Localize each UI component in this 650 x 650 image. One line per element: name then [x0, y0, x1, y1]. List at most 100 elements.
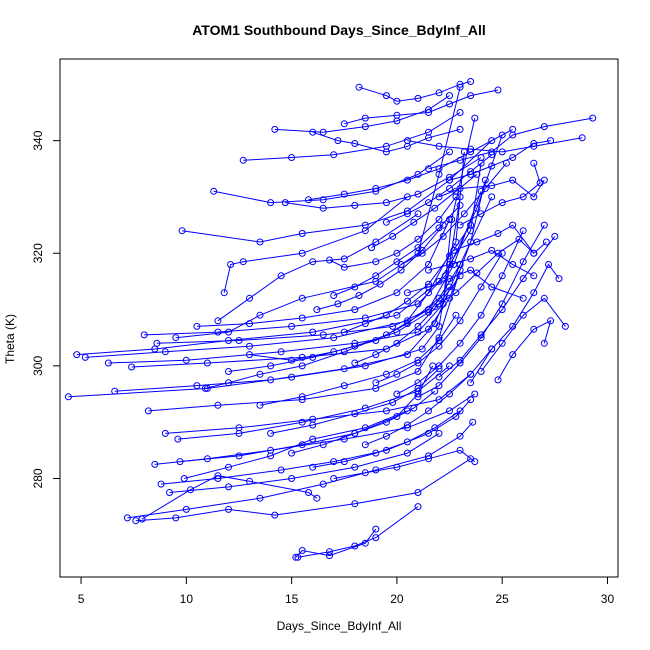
data-point-3-0 [104, 359, 112, 367]
data-point-23-6 [446, 216, 453, 223]
x-tick-label: 5 [78, 592, 85, 606]
data-point-41-2 [477, 331, 485, 339]
series-line-45 [407, 137, 583, 153]
series-line-7 [156, 191, 482, 344]
data-point-38-6 [498, 249, 506, 257]
data-point-38-1 [393, 370, 401, 378]
series-line-36 [344, 224, 472, 333]
data-point-8-1 [225, 328, 232, 336]
data-point-35-4 [414, 235, 422, 243]
series-line-53 [386, 154, 493, 223]
data-point-65-2 [393, 463, 401, 471]
data-point-10-0 [161, 429, 169, 437]
data-point-18-3 [271, 511, 279, 519]
data-point-1-4 [393, 311, 401, 319]
data-point-58-4 [397, 266, 405, 274]
data-point-9-2 [298, 396, 306, 404]
data-point-44-4 [540, 339, 548, 347]
data-point-39-4 [477, 311, 485, 319]
data-point-66-5 [467, 370, 475, 378]
series-line-66 [365, 373, 471, 446]
data-point-63-1 [319, 441, 327, 449]
data-point-4-0 [111, 387, 119, 395]
data-point-36-0 [340, 328, 348, 336]
data-point-12-0 [174, 435, 182, 443]
data-point-36-3 [403, 297, 411, 305]
data-point-43-2 [519, 311, 527, 319]
data-point-17-3 [319, 480, 327, 488]
data-point-25-0 [220, 289, 228, 297]
data-point-3-6 [448, 216, 456, 223]
data-point-22-1 [225, 379, 232, 387]
series-line-27 [213, 151, 450, 204]
series-line-17 [127, 421, 474, 519]
data-point-27-0 [210, 187, 218, 195]
data-point-17-6 [456, 432, 464, 440]
data-point-37-1 [372, 351, 380, 359]
data-point-29-5 [446, 92, 453, 100]
data-point-22-6 [425, 306, 432, 314]
data-point-3-3 [351, 339, 359, 347]
data-point-60-2 [309, 353, 317, 361]
data-point-30-3 [382, 148, 390, 156]
data-point-42-2 [509, 322, 517, 330]
data-point-11-0 [151, 460, 159, 468]
data-point-13-5 [425, 429, 432, 437]
data-point-6-4 [414, 300, 422, 308]
data-point-54-5 [473, 170, 481, 178]
data-point-66-1 [382, 432, 390, 440]
data-point-18-1 [172, 514, 180, 522]
data-point-19-2 [214, 472, 222, 480]
data-point-66-2 [403, 421, 411, 429]
data-point-25-2 [239, 258, 247, 266]
data-point-43-3 [540, 294, 548, 302]
data-point-22-2 [256, 370, 264, 378]
data-point-41-5 [551, 232, 559, 240]
data-point-38-5 [477, 283, 485, 291]
data-point-6-1 [214, 328, 222, 336]
data-point-63-4 [410, 404, 418, 412]
data-point-5-5 [446, 294, 453, 302]
data-point-49-3 [519, 193, 527, 201]
data-point-24-0 [214, 317, 222, 325]
data-point-49-4 [536, 179, 544, 187]
data-point-53-3 [446, 185, 453, 192]
data-point-40-1 [435, 382, 443, 390]
data-point-15-2 [298, 441, 306, 449]
data-point-2-4 [403, 317, 411, 325]
data-point-51-2 [467, 255, 475, 263]
x-axis-label: Days_Since_BdyInf_All [277, 619, 402, 633]
data-point-50-5 [542, 238, 550, 246]
series-line-12 [177, 365, 450, 440]
data-point-20-1 [298, 547, 306, 554]
data-point-7-0 [153, 339, 161, 347]
data-point-57-3 [393, 258, 401, 266]
data-point-13-2 [277, 466, 285, 474]
series-line-51 [428, 249, 535, 277]
series-line-38 [375, 253, 503, 384]
series-line-28 [243, 112, 461, 161]
y-tick-label: 340 [31, 130, 45, 150]
data-point-40-2 [456, 359, 464, 367]
data-point-7-2 [319, 331, 327, 339]
data-point-30-5 [425, 134, 432, 142]
data-point-14-3 [351, 463, 359, 471]
data-point-6-2 [288, 322, 296, 330]
data-point-30-6 [456, 125, 464, 133]
data-point-33-4 [435, 165, 443, 173]
data-point-61-6 [452, 311, 460, 319]
data-point-31-0 [355, 83, 363, 91]
data-point-17-2 [256, 494, 264, 502]
data-point-16-3 [309, 435, 317, 443]
data-point-5-2 [298, 353, 306, 361]
y-tick-label: 300 [31, 356, 45, 376]
data-point-42-3 [530, 289, 538, 297]
data-point-42-0 [467, 379, 475, 387]
x-axis: 5 10 15 20 25 30 [78, 577, 614, 606]
data-point-39-6 [519, 227, 527, 235]
series-line-21 [297, 506, 419, 558]
data-point-6-0 [140, 331, 148, 339]
data-point-25-1 [227, 261, 235, 268]
data-point-60-0 [225, 368, 232, 375]
